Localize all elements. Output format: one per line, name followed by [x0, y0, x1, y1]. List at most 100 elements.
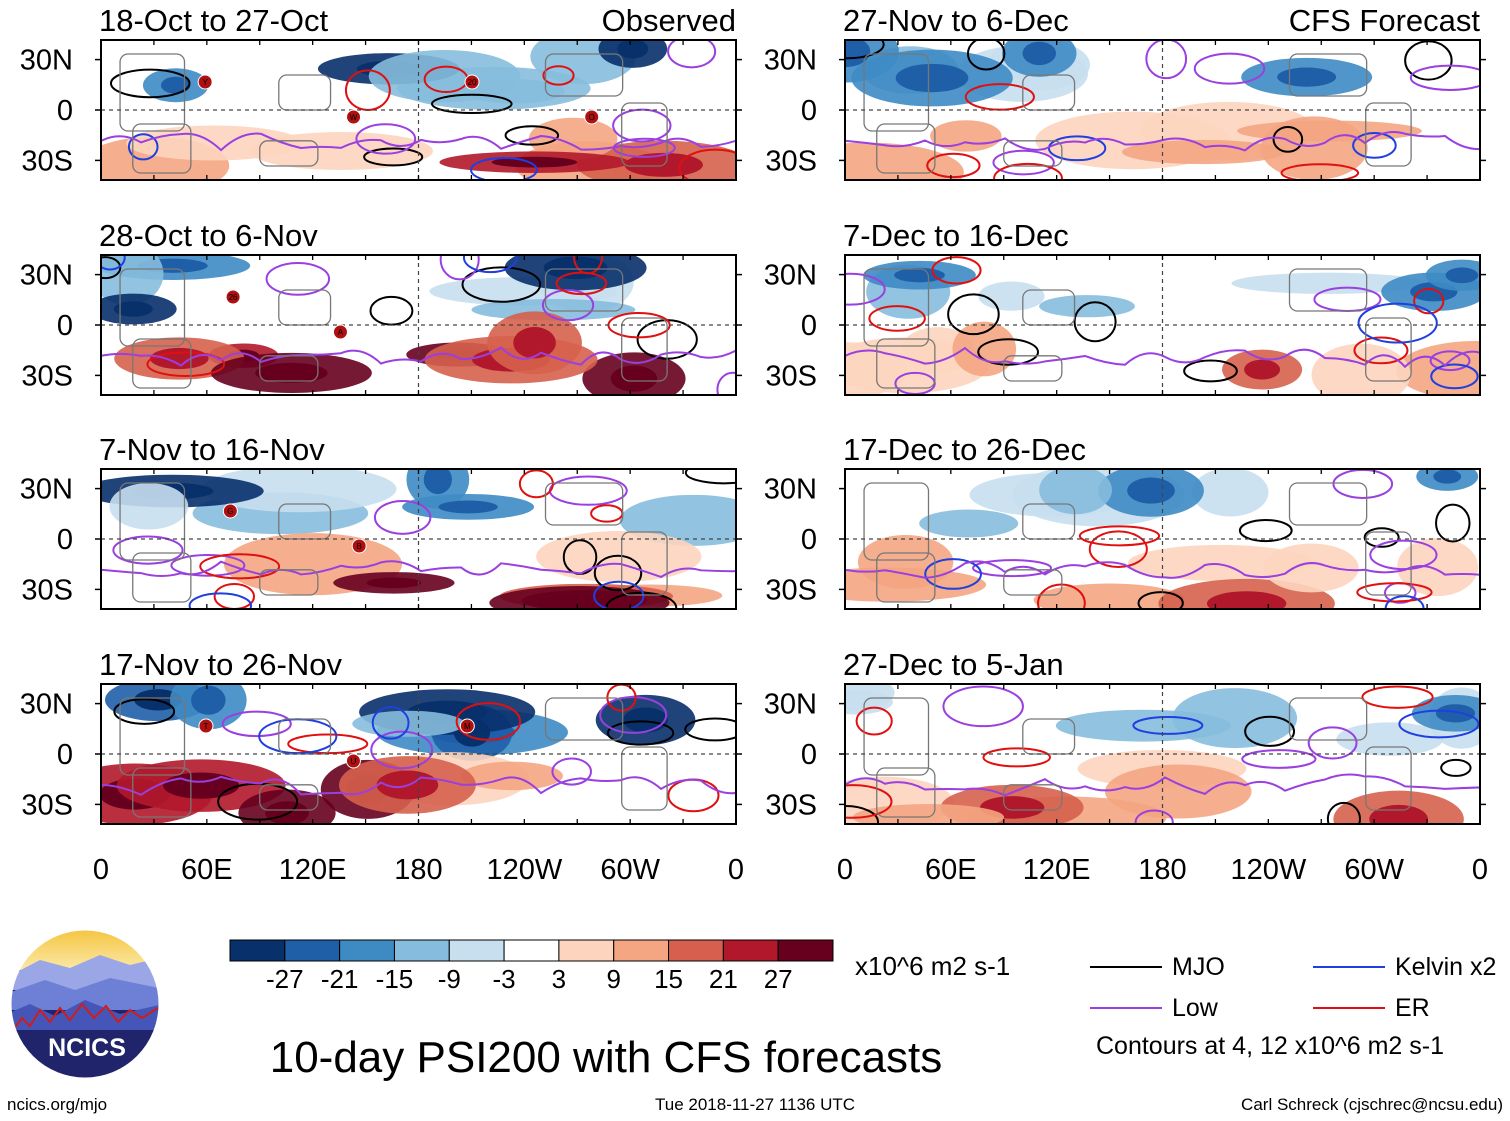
contour-line: [667, 40, 717, 69]
map-panel-8: 30N 0 30S 27-Dec to 5-Jan: [764, 647, 1486, 825]
contour-line: [599, 696, 668, 734]
coastline: [863, 482, 930, 561]
contour-line: [926, 152, 981, 179]
panel-title: 28-Oct to 6-Nov: [99, 218, 318, 253]
anomaly-field: [101, 684, 736, 824]
coastline: [876, 767, 936, 818]
figure-title: 10-day PSI200 with CFS forecasts: [270, 1033, 943, 1082]
anomaly-core: [491, 156, 578, 168]
latitude-label: 30S: [765, 574, 817, 606]
anomaly-core: [1244, 359, 1281, 380]
coastline: [132, 338, 192, 389]
anomaly-core: [1369, 804, 1428, 824]
colorbar-tick-label: 3: [552, 964, 566, 994]
anomaly-core: [1206, 591, 1287, 609]
logo-text: NCICS: [48, 1034, 126, 1062]
longitude-label: 120W: [1230, 854, 1306, 886]
longitude-label: 120E: [1023, 854, 1091, 886]
map-panel-3: G B 30N 0 30S 7-Nov to 16-Nov: [20, 432, 742, 610]
contour-line: [101, 255, 126, 271]
anomaly-core: [610, 365, 658, 392]
contour-line: [1353, 336, 1409, 365]
storm-label: A: [338, 328, 344, 337]
latitude-label: 0: [801, 95, 817, 127]
longitude-label: 0: [728, 854, 744, 886]
source-url[interactable]: ncics.org/mjo: [7, 1095, 107, 1114]
legend-label: Low: [1172, 994, 1219, 1022]
contour-line: [1361, 685, 1434, 709]
contour-line: [612, 108, 672, 143]
coastline: [1288, 53, 1368, 97]
contour-line: [188, 592, 253, 609]
contour-line: [213, 583, 256, 609]
latitude-label: 30N: [20, 260, 73, 292]
colorbar-tick-label: -21: [321, 964, 359, 994]
contour-line: [541, 289, 595, 322]
legend-item: Low: [1090, 994, 1219, 1022]
anomaly-field: [101, 469, 736, 609]
anomaly-blob: [201, 469, 397, 513]
contour-line: [1238, 518, 1293, 543]
coastline: [544, 697, 624, 741]
colorbar-units: x10^6 m2 s-1: [855, 951, 1010, 981]
panel-title: 7-Nov to 16-Nov: [99, 432, 325, 467]
anomaly-blob: [845, 142, 964, 180]
coastline: [1288, 482, 1368, 526]
longitude-label: 180: [394, 854, 442, 886]
colorbar-swatch: [503, 939, 560, 962]
anomaly-blob: [1039, 469, 1112, 515]
colorbar-tick-label: -3: [493, 964, 516, 994]
contour-line: [982, 747, 1051, 768]
storm-marker: [197, 74, 213, 90]
colorbar-tick-label: 9: [606, 964, 620, 994]
contour-line: [1307, 726, 1358, 760]
map-panel-5: 30N 0 30S 27-Nov to 6-Dec CFS Forecast: [764, 3, 1486, 181]
contour-line: [170, 553, 246, 577]
latitude-label: 30S: [21, 145, 73, 177]
coastline: [1365, 317, 1412, 382]
legend-label: ER: [1395, 994, 1430, 1022]
contour-line: [1352, 131, 1397, 159]
panel-title: 17-Nov to 26-Nov: [99, 647, 342, 682]
colorbar-tick-label: -9: [438, 964, 461, 994]
storm-label: O: [589, 113, 595, 122]
coastline: [259, 784, 319, 811]
contour-line: [101, 256, 122, 280]
contour-line: [1241, 749, 1317, 769]
coastline: [544, 53, 624, 97]
storm-label: B: [356, 542, 361, 551]
coastline: [119, 482, 186, 561]
coastline: [621, 746, 668, 811]
longitude-label: 120W: [486, 854, 562, 886]
colorbar-swatch: [668, 939, 724, 962]
contour-line: [1404, 40, 1453, 81]
map-panel-2: 26 A 30N 0 30S 28-Oct to 6-Nov: [20, 218, 742, 396]
contour-line: [551, 757, 592, 786]
anomaly-core: [423, 469, 452, 495]
contour-line: [439, 255, 480, 281]
anomaly-blob: [1191, 469, 1269, 517]
coastline: [132, 552, 192, 603]
contour-note: Contours at 4, 12 x10^6 m2 s-1: [1096, 1032, 1444, 1060]
column-label: CFS Forecast: [1289, 3, 1481, 38]
colorbar-swatch: [284, 939, 341, 962]
coastline: [544, 482, 624, 526]
coastline: [1365, 102, 1412, 167]
legend-item: MJO: [1090, 953, 1225, 981]
panel-title: 7-Dec to 16-Dec: [843, 218, 1069, 253]
panel-title: 18-Oct to 27-Oct: [99, 3, 329, 38]
contour-line: [593, 580, 645, 609]
latitude-label: 30N: [20, 689, 73, 721]
storm-label: W: [350, 113, 358, 122]
coastline: [132, 767, 192, 818]
low-contour: [845, 346, 1480, 369]
map-panel-1: Y W 20 O 30N 0 30S 18-Oct to 27-Oct Observed: [20, 3, 742, 181]
coastline: [863, 268, 930, 347]
storm-marker: [459, 718, 475, 734]
contour-line: [1272, 126, 1304, 153]
colorbar-tick-label: 21: [709, 964, 738, 994]
coastline: [119, 53, 186, 132]
anomaly-blob: [845, 684, 895, 711]
coastline: [876, 338, 936, 389]
latitude-label: 0: [57, 739, 73, 771]
